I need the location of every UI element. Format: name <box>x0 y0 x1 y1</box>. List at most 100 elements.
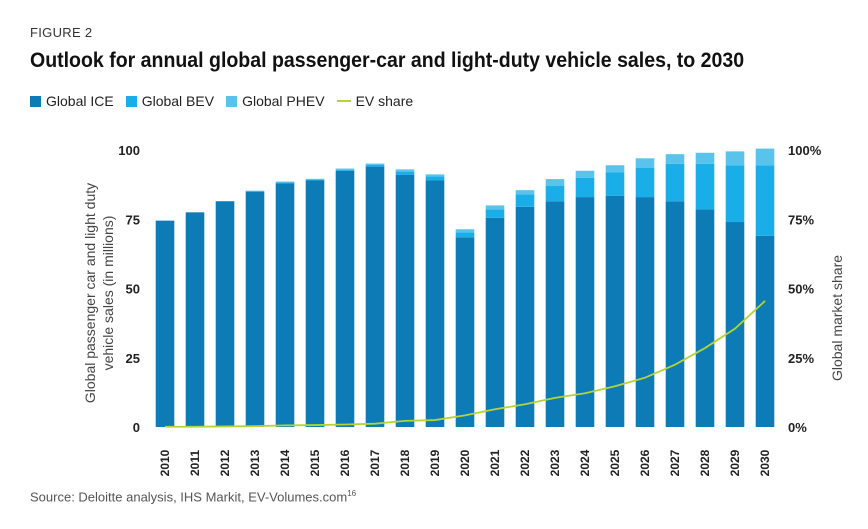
bar-ice-2017 <box>365 166 385 427</box>
bar-phev-2023 <box>545 179 565 187</box>
x-tick-2027: 2027 <box>668 449 682 476</box>
bar-phev-2018 <box>395 169 415 172</box>
bar-bev-2028 <box>695 163 715 210</box>
bar-phev-2015 <box>305 178 325 180</box>
bar-phev-2027 <box>665 154 685 164</box>
bar-ice-2010 <box>155 220 175 427</box>
x-tick-2019: 2019 <box>428 449 442 476</box>
bar-ice-2018 <box>395 174 415 427</box>
x-tick-2021: 2021 <box>488 449 502 476</box>
legend-item-ev-share: EV share <box>336 93 413 109</box>
bar-bev-2015 <box>305 179 325 181</box>
bar-bev-2017 <box>365 164 385 167</box>
bar-bev-2021 <box>485 209 505 218</box>
bar-bev-2014 <box>275 182 295 184</box>
bar-bev-2019 <box>425 176 445 181</box>
bar-phev-2013 <box>245 190 265 192</box>
x-tick-2023: 2023 <box>548 449 562 476</box>
bar-bev-2027 <box>665 163 685 202</box>
x-tick-2014: 2014 <box>278 449 292 476</box>
bar-bev-2016 <box>335 169 355 171</box>
x-tick-2028: 2028 <box>698 449 712 476</box>
legend-item-bev: Global BEV <box>125 93 215 109</box>
bar-ice-2021 <box>485 217 505 427</box>
ev-share-line <box>165 300 766 428</box>
y-tick-left-100: 100 <box>118 143 140 158</box>
bar-ice-2011 <box>185 212 205 427</box>
y-tick-left-75: 75 <box>126 212 140 227</box>
x-tick-2022: 2022 <box>518 449 532 476</box>
bar-ice-2024 <box>575 197 595 427</box>
bar-bev-2024 <box>575 177 595 198</box>
bar-bev-2023 <box>545 186 565 202</box>
chart: 0 25 50 75 100 0% 25% 50% 75% 100% 2010 2011 2012 2… <box>82 143 845 476</box>
x-ticks: 2010 2011 2012 2013 2014 2015 2016 2017 2018 2019… <box>158 449 772 476</box>
bar-bev-2030 <box>755 165 775 236</box>
bar-phev-2020 <box>455 229 475 233</box>
bar-ice-2015 <box>305 180 325 427</box>
bar-phev-2026 <box>635 158 655 169</box>
bar-ice-2022 <box>515 206 535 427</box>
bar-phev-2024 <box>575 170 595 178</box>
legend-label-phev: Global PHEV <box>242 93 325 109</box>
y-axis-title-line2: vehicle sales (in millions) <box>100 216 116 371</box>
y-tick-right-75%: 75% <box>788 212 814 227</box>
x-tick-2010: 2010 <box>158 449 172 476</box>
x-tick-2029: 2029 <box>728 449 742 476</box>
bar-ice-2013 <box>245 191 265 427</box>
y-axis-title-right: Global market share <box>829 255 845 381</box>
bar-phev-2014 <box>275 181 295 183</box>
bar-bev-2029 <box>725 165 745 223</box>
bar-ice-2012 <box>215 201 235 427</box>
x-tick-2030: 2030 <box>758 449 772 476</box>
bar-phev-2025 <box>605 165 625 173</box>
chart-title: Outlook for annual global passenger-car … <box>30 49 745 72</box>
bars-group <box>155 148 775 427</box>
bar-phev-2016 <box>335 168 355 170</box>
bar-phev-2029 <box>725 151 745 166</box>
bar-ice-2016 <box>335 170 355 427</box>
x-tick-2011: 2011 <box>188 450 202 476</box>
legend-swatch-phev <box>226 95 238 107</box>
source-reference: 16 <box>347 489 357 498</box>
bar-phev-2022 <box>515 190 535 195</box>
legend-swatch-ice <box>30 95 41 107</box>
x-tick-2015: 2015 <box>308 449 322 476</box>
bar-ice-2014 <box>275 183 295 427</box>
y-tick-right-25%: 25% <box>788 351 814 366</box>
bar-phev-2019 <box>425 174 445 177</box>
y-tick-left-50: 50 <box>126 282 140 297</box>
bar-ice-2027 <box>665 201 685 427</box>
legend: Global ICE Global BEV Global PHEV EV sha… <box>30 93 425 109</box>
bar-ice-2028 <box>695 209 715 427</box>
figure-label: FIGURE 2 <box>30 25 93 40</box>
x-tick-2018: 2018 <box>398 449 412 476</box>
legend-label-ice: Global ICE <box>46 93 114 109</box>
y-tick-right-50%: 50% <box>788 282 814 297</box>
legend-label-bev: Global BEV <box>141 93 215 109</box>
bar-ice-2029 <box>725 222 745 427</box>
legend-swatch-ev-share <box>336 100 351 102</box>
y-axis-title-line1: Global passenger car and light duty <box>82 183 98 403</box>
bar-phev-2028 <box>695 152 715 164</box>
source-note: Source: Deloitte analysis, IHS Markit, E… <box>30 489 356 504</box>
x-tick-2024: 2024 <box>578 449 592 476</box>
bar-ice-2030 <box>755 235 775 427</box>
bar-bev-2018 <box>395 171 415 175</box>
y-tick-right-100%: 100% <box>788 143 822 158</box>
x-tick-2020: 2020 <box>458 449 472 476</box>
source-text: Source: Deloitte analysis, IHS Markit, E… <box>30 489 348 505</box>
x-tick-2012: 2012 <box>218 449 232 476</box>
y-tick-left-25: 25 <box>126 351 140 366</box>
bar-bev-2020 <box>455 232 475 238</box>
y-tick-right-0%: 0% <box>788 420 807 435</box>
y-ticks-right: 0% 25% 50% 75% 100% <box>788 143 822 435</box>
legend-item-phev: Global PHEV <box>226 93 325 109</box>
bar-phev-2017 <box>365 163 385 165</box>
bar-bev-2025 <box>605 172 625 196</box>
bar-ice-2026 <box>635 197 655 427</box>
y-tick-left-0: 0 <box>133 420 140 435</box>
bar-phev-2030 <box>755 148 775 166</box>
bar-bev-2026 <box>635 168 655 198</box>
legend-swatch-bev <box>125 95 137 107</box>
